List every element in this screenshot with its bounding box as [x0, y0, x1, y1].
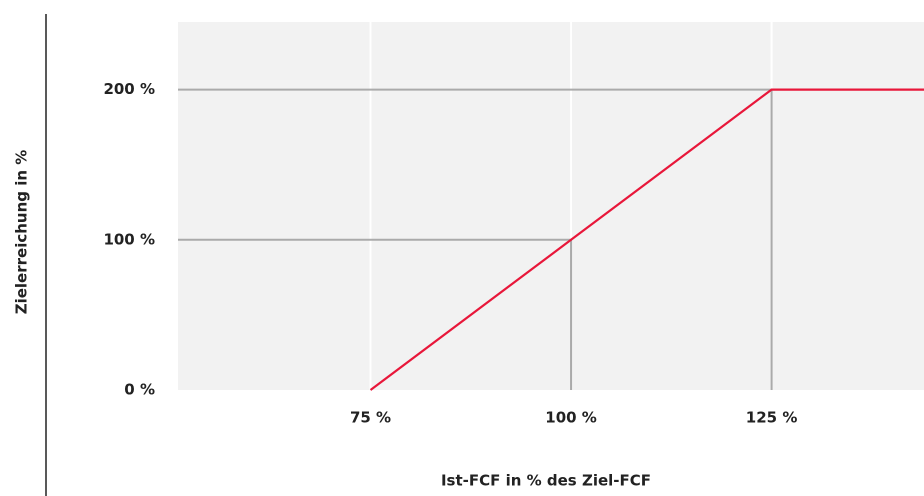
plot-area — [178, 22, 924, 390]
y-tick-label: 100 % — [103, 230, 155, 248]
y-axis-label: Zielerreichung in % — [13, 150, 31, 315]
x-tick-label: 125 % — [746, 409, 798, 427]
y-tick-label: 0 % — [124, 381, 155, 399]
line — [369, 88, 924, 391]
x-tick-label: 100 % — [545, 409, 597, 427]
x-axis-label: Ist-FCF in % des Ziel-FCF — [441, 472, 651, 490]
y-tick-label: 200 % — [103, 80, 155, 98]
x-tick-label: 75 % — [350, 409, 391, 427]
